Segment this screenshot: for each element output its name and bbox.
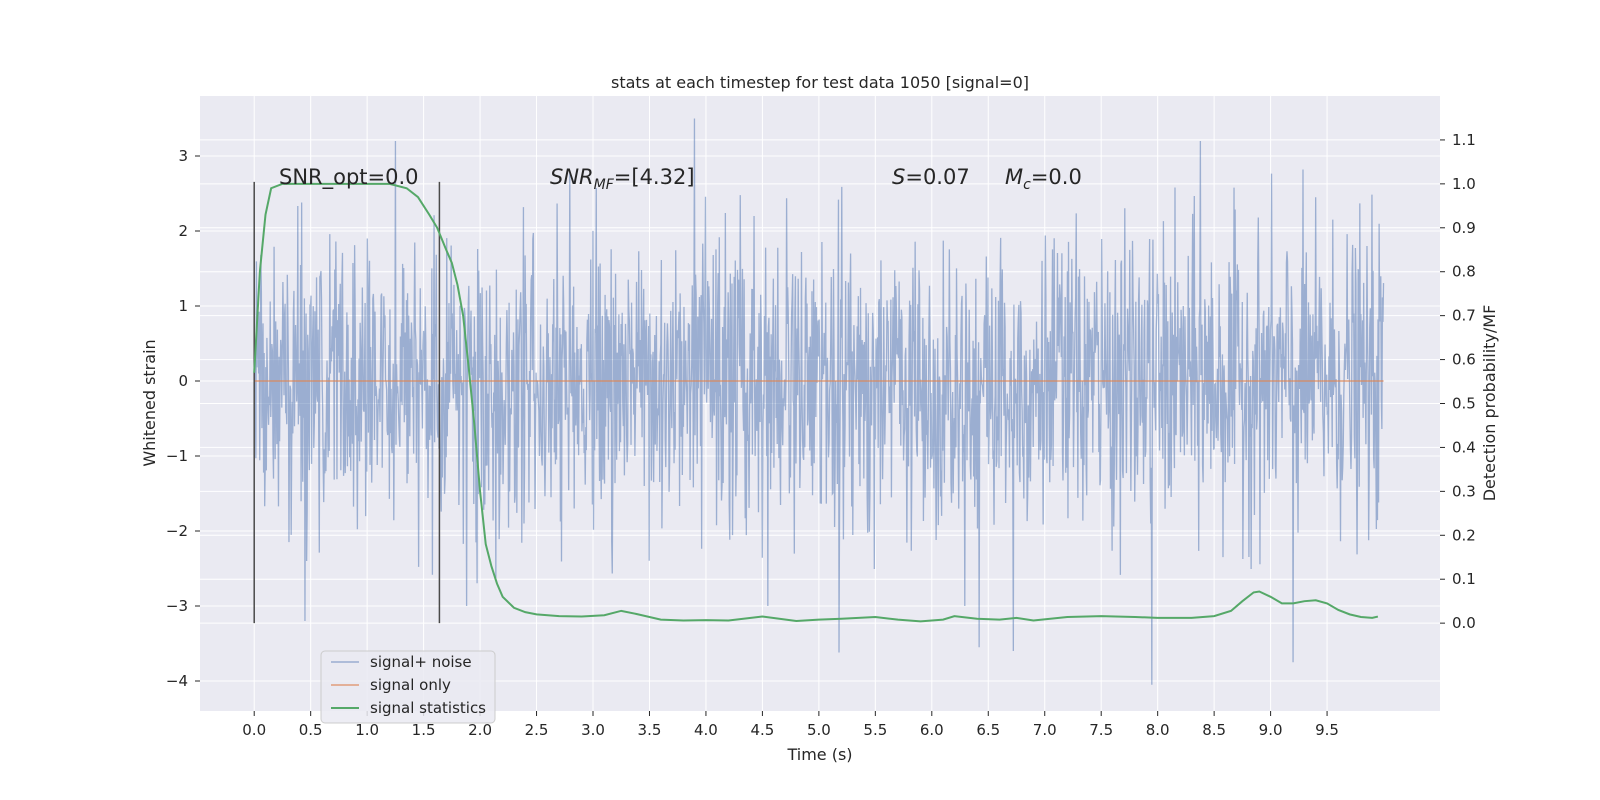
legend-box xyxy=(320,650,496,724)
x-tick-label: 5.0 xyxy=(807,721,831,739)
x-tick-label: 8.5 xyxy=(1202,721,1226,739)
x-tick-label: 1.5 xyxy=(412,721,436,739)
y-axis-right-label: Detection probability/MF xyxy=(1480,305,1499,502)
annotation-s-symbol: S xyxy=(892,165,905,189)
y-left-tick-label: 1 xyxy=(178,297,188,315)
annotation-s: S=0.07 xyxy=(892,165,970,189)
y-right-tick-label: 0.1 xyxy=(1452,570,1476,588)
y-left-tick-label: −3 xyxy=(166,597,188,615)
y-right-tick-label: 0.8 xyxy=(1452,263,1476,281)
y-right-tick-label: 0.3 xyxy=(1452,482,1476,500)
y-right-tick-label: 1.0 xyxy=(1452,175,1476,193)
y-left-tick-label: −4 xyxy=(166,672,188,690)
y-left-tick-label: −2 xyxy=(166,522,188,540)
annotation-snr-mf-value: =[4.32] xyxy=(614,165,695,189)
x-tick-label: 2.0 xyxy=(468,721,492,739)
annotation-mc-sub: c xyxy=(1023,177,1031,193)
x-tick-label: 3.0 xyxy=(581,721,605,739)
x-tick-label: 3.5 xyxy=(638,721,662,739)
x-tick-label: 8.0 xyxy=(1146,721,1170,739)
noise-series xyxy=(253,118,1385,685)
vertical-marker-lines xyxy=(253,181,441,624)
x-tick-label: 6.5 xyxy=(976,721,1000,739)
x-tick-label: 7.0 xyxy=(1033,721,1057,739)
x-axis-ticks: 0.0 0.5 1.0 1.5 2.0 2.5 3.0 3.5 4.0 4.5 5.0 5.5 6.0 6… xyxy=(242,711,1339,739)
signal-statistics-line xyxy=(253,182,1379,623)
chart-title: stats at each timestep for test data 105… xyxy=(611,73,1029,92)
annotation-mc-base: M xyxy=(1005,165,1023,189)
annotation-snr-mf-base: SNR xyxy=(550,165,594,189)
x-tick-label: 2.5 xyxy=(525,721,549,739)
y-left-tick-label: −1 xyxy=(166,447,188,465)
x-tick-label: 9.0 xyxy=(1259,721,1283,739)
x-tick-label: 0.5 xyxy=(299,721,323,739)
x-tick-label: 5.5 xyxy=(863,721,887,739)
x-tick-label: 4.0 xyxy=(694,721,718,739)
y-left-tick-label: 3 xyxy=(178,147,188,165)
x-tick-label: 1.0 xyxy=(355,721,379,739)
x-tick-label: 9.5 xyxy=(1315,721,1339,739)
legend: signal+ noise signal only signal statist… xyxy=(320,650,496,724)
annotation-mc: Mc=0.0 xyxy=(1005,165,1082,193)
legend-label-noise: signal+ noise xyxy=(370,653,472,671)
annotation-mc-value: =0.0 xyxy=(1031,165,1082,189)
annotation-snr-opt: SNR_opt=0.0 xyxy=(279,165,419,190)
y-right-tick-label: 0.0 xyxy=(1452,614,1476,632)
signal-plus-noise-line xyxy=(253,118,1385,685)
y-right-tick-label: 0.5 xyxy=(1452,395,1476,413)
x-tick-label: 0.0 xyxy=(242,721,266,739)
y-axis-left-label: Whitened strain xyxy=(140,339,159,466)
legend-label-signal-statistics: signal statistics xyxy=(370,699,486,717)
x-tick-label: 6.0 xyxy=(920,721,944,739)
y-axis-left-ticks: 3 2 1 0 −1 −2 −3 −4 xyxy=(166,147,200,690)
annotation-snr-mf: SNRMF=[4.32] xyxy=(550,165,695,193)
annotation-snr-mf-sub: MF xyxy=(594,177,615,193)
y-left-tick-label: 0 xyxy=(178,372,188,390)
x-tick-label: 4.5 xyxy=(750,721,774,739)
y-right-tick-label: 0.9 xyxy=(1452,219,1476,237)
y-right-tick-label: 0.2 xyxy=(1452,526,1476,544)
y-right-tick-label: 0.6 xyxy=(1452,351,1476,369)
y-right-tick-label: 0.4 xyxy=(1452,438,1476,456)
y-right-tick-label: 1.1 xyxy=(1452,131,1476,149)
y-left-tick-label: 2 xyxy=(178,222,188,240)
x-tick-label: 7.5 xyxy=(1089,721,1113,739)
y-axis-right-ticks: 1.1 1.0 0.9 0.8 0.7 0.6 0.5 0.4 0.3 0.2 0.1 0.0 xyxy=(1440,131,1476,632)
legend-label-signal-only: signal only xyxy=(370,676,451,694)
x-axis-label: Time (s) xyxy=(786,745,852,764)
y-right-tick-label: 0.7 xyxy=(1452,307,1476,325)
annotation-s-value: =0.07 xyxy=(905,165,969,189)
